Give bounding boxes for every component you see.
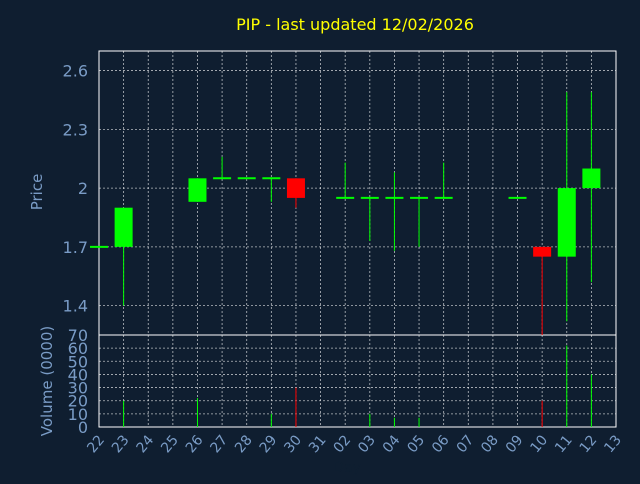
x-tick-label: 26 [183,432,207,456]
x-tick-label: 04 [380,432,404,456]
price-tick-label: 2 [78,179,88,198]
x-tick-label: 30 [281,432,305,456]
price-tick-label: 1.4 [63,297,88,316]
candle-body [286,178,305,198]
x-tick-label: 02 [331,432,355,456]
x-tick-label: 24 [134,432,158,456]
x-tick-label: 31 [306,432,330,456]
volume-tick-label: 20 [68,392,88,411]
volume-tick-label: 30 [68,379,88,398]
x-tick-label: 23 [109,432,133,456]
price-plot-frame [98,50,617,336]
day-axis-label: Day [333,460,361,476]
candle-body [533,246,552,257]
volume-tick-label: 60 [68,339,88,358]
x-tick-label: 13 [601,432,625,456]
price-tick-label: 2.6 [63,62,88,81]
volume-tick-label: 50 [68,352,88,371]
price-axis-label: Price [28,174,46,211]
x-tick-label: 27 [207,432,231,456]
x-tick-label: 10 [527,432,551,456]
volume-axis-label: Volume (0000) [38,326,56,436]
candle-body [557,188,576,257]
volume-plot-frame [98,334,617,428]
volume-tick-label: 10 [68,405,88,424]
x-tick-label: 08 [478,432,502,456]
price-tick-label: 2.3 [63,120,88,139]
x-tick-label: 25 [158,432,182,456]
x-tick-label: 07 [454,432,478,456]
x-tick-label: 29 [257,432,281,456]
candle-body [188,178,207,202]
x-tick-label: 12 [577,432,601,456]
x-tick-label: 05 [404,432,428,456]
candle-body [582,168,601,189]
x-tick-label: 03 [355,432,379,456]
candle-body [114,207,133,247]
volume-tick-label: 40 [68,365,88,384]
volume-tick-label: 70 [68,326,88,345]
chart-title: PIP - last updated 12/02/2026 [236,15,474,34]
x-tick-label: 09 [503,432,527,456]
x-tick-label: 06 [429,432,453,456]
x-tick-label: 11 [552,432,576,456]
volume-tick-label: 0 [78,418,88,437]
x-tick-label: 28 [232,432,256,456]
price-tick-label: 1.7 [63,238,88,257]
